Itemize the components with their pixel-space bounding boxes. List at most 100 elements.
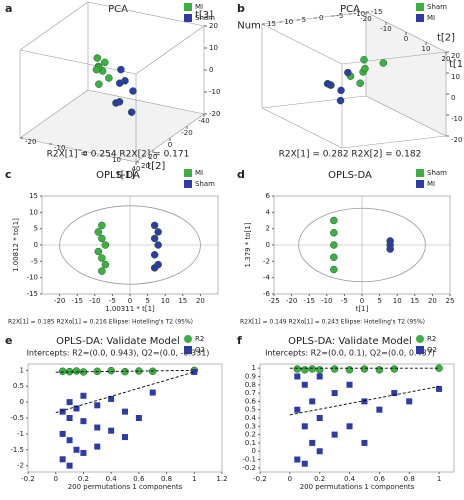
point	[346, 423, 353, 430]
point	[293, 365, 302, 373]
floor	[20, 90, 204, 162]
point	[337, 86, 345, 95]
point	[330, 265, 338, 274]
legend-marker	[416, 346, 424, 354]
point	[361, 64, 369, 73]
y-tick-label: -10	[27, 274, 38, 282]
point	[375, 366, 384, 374]
y-tick-label: 0	[83, 150, 87, 158]
point	[80, 449, 87, 456]
point	[330, 253, 338, 261]
chart-subtitle: Intercepts: R2=(0.0, 0.943), Q2=(0.0, -0…	[27, 349, 210, 358]
box-edge	[19, 1, 89, 51]
x-tick-label: 20	[196, 297, 205, 305]
point	[112, 99, 120, 107]
z-tick-label: 0	[209, 66, 213, 74]
point	[101, 58, 109, 67]
chart-title: PCA	[108, 4, 128, 15]
point	[386, 245, 394, 253]
x-tick-label: 0.6	[374, 475, 386, 483]
chart-title: PCA	[340, 4, 360, 15]
box-edge	[87, 1, 205, 27]
y-tick-label: -10	[54, 144, 65, 152]
point	[390, 365, 399, 373]
point	[330, 241, 338, 249]
x-axis-label: t[1]	[449, 59, 464, 70]
chart-title: OPLS-DA	[328, 170, 372, 181]
legend-label: Sham	[427, 169, 447, 177]
point	[315, 366, 324, 374]
x-tick-label: -10	[380, 25, 391, 33]
y-tick-label: -15	[27, 290, 38, 298]
point	[129, 87, 137, 95]
x-axis-label: t[1]	[117, 170, 135, 181]
x-tick-label: 0	[404, 35, 408, 43]
x-axis-label: 200 permutations 1 components	[68, 483, 183, 491]
chart-title: OPLS-DA: Validate Model	[288, 336, 412, 347]
x-tick-label: 0.8	[161, 475, 172, 483]
x-tick-label: -10	[89, 297, 100, 305]
point	[330, 229, 338, 237]
point	[98, 234, 106, 243]
y-tick-label: 0.3	[245, 422, 256, 430]
point	[73, 446, 80, 453]
x-tick-label: 0.4	[106, 475, 118, 483]
x-tick-label: 0	[128, 297, 132, 305]
y-axis-label: t[2]	[147, 161, 165, 172]
z-tick-label: -5	[336, 12, 343, 20]
box-edge	[19, 49, 137, 75]
point	[101, 260, 110, 269]
point	[309, 439, 316, 446]
point	[94, 247, 103, 256]
legend-label: R2	[427, 335, 436, 343]
box-edge	[261, 23, 343, 65]
point	[346, 381, 353, 388]
box-edge	[341, 51, 447, 65]
y-tick-label: 15	[29, 192, 38, 200]
box-edge	[365, 95, 447, 137]
point	[98, 254, 106, 262]
y-tick-label: 2	[266, 225, 270, 233]
y-tick-label: 0.5	[245, 406, 256, 414]
point	[361, 398, 368, 405]
point	[66, 462, 73, 469]
z-tick-label: 0	[319, 14, 323, 22]
point	[301, 366, 309, 374]
x-tick-label: -20	[360, 15, 371, 23]
point	[94, 228, 103, 236]
point	[331, 431, 338, 438]
z-axis-label: t[3]	[195, 10, 213, 21]
z-axis-label: Num	[237, 21, 261, 32]
point	[59, 408, 66, 415]
point	[150, 234, 159, 243]
y-tick-label: -1.5	[10, 446, 24, 454]
point	[294, 456, 301, 463]
legend-label: MI	[427, 180, 435, 188]
point	[98, 267, 106, 275]
x-tick-label: -25	[268, 297, 279, 305]
fit-line	[55, 369, 195, 373]
y-tick-label: 0	[451, 94, 455, 102]
legend-marker	[416, 3, 424, 11]
point	[127, 108, 136, 116]
point	[122, 408, 128, 415]
y-tick-label: 0.9	[245, 372, 256, 380]
point	[58, 367, 67, 376]
point	[105, 74, 113, 82]
y-tick-label: -1	[17, 430, 24, 438]
point	[361, 439, 368, 446]
y-tick-label: 0	[20, 398, 24, 406]
panel-label: d	[237, 168, 245, 181]
box-edge	[19, 89, 89, 139]
point	[108, 427, 115, 434]
x-tick-label: 0	[288, 475, 292, 483]
panel-label: f	[237, 334, 242, 347]
z-tick-label: -10	[354, 10, 365, 18]
legend-marker	[184, 14, 192, 22]
y-tick-label: -0.2	[242, 464, 256, 472]
point	[154, 228, 162, 236]
x-tick-label: 1.2	[216, 475, 227, 483]
z-tick-label: 10	[209, 44, 218, 52]
point	[154, 241, 162, 249]
